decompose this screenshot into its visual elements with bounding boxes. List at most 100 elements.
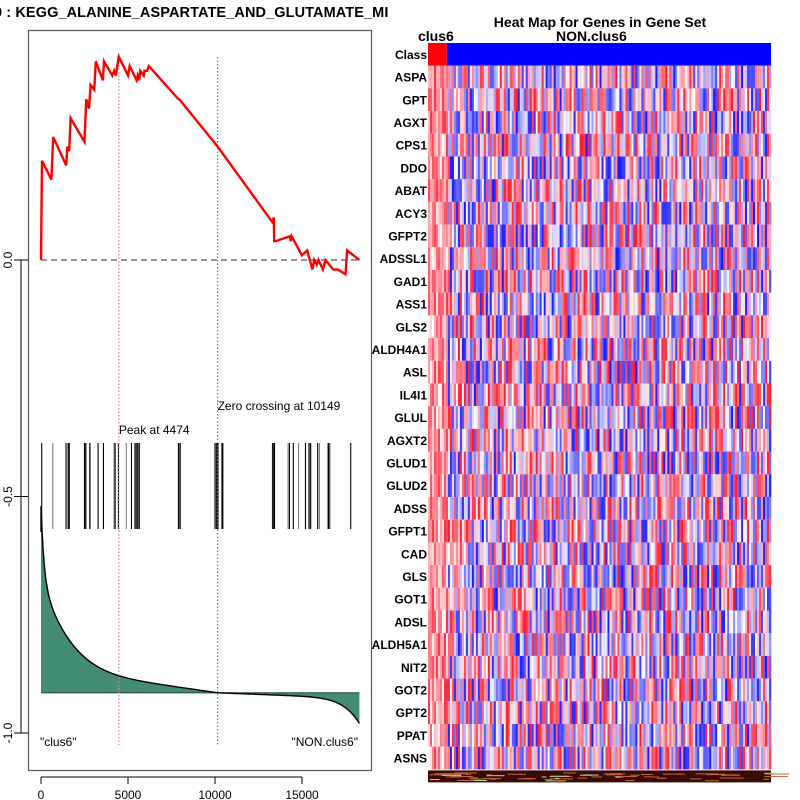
heatmap-cell xyxy=(719,156,722,180)
heatmap-cell xyxy=(585,383,588,407)
heatmap-cell xyxy=(471,179,475,202)
heatmap-cell xyxy=(497,292,501,316)
heatmap-cell xyxy=(607,201,610,225)
heatmap-cell xyxy=(507,292,511,316)
heatmap-cell xyxy=(539,315,542,339)
heatmap-cell xyxy=(697,270,700,293)
heatmap-cell xyxy=(577,519,580,543)
heatmap-cell xyxy=(593,65,596,89)
heatmap-cell xyxy=(428,88,431,112)
heatmap-cell xyxy=(428,224,431,248)
heatmap-cell xyxy=(637,406,640,429)
heatmap-cell xyxy=(457,201,461,225)
heatmap-cell xyxy=(709,587,712,611)
heatmap-row xyxy=(428,587,772,611)
heatmap-cell xyxy=(485,587,489,611)
heatmap-cell xyxy=(491,542,495,566)
heatmap-cell xyxy=(665,542,668,566)
pos-class-annotation: "clus6" xyxy=(40,735,77,749)
heatmap-cell xyxy=(461,655,465,679)
heatmap-cell xyxy=(587,497,590,520)
heatmap-cell xyxy=(503,633,507,656)
heatmap-cell xyxy=(693,270,696,293)
heatmap-cell xyxy=(769,338,772,361)
heatmap-cell xyxy=(761,565,764,588)
y-axis: 0.0-0.5-1.0 xyxy=(1,251,28,743)
heatmap-cell xyxy=(671,179,674,202)
heatmap-cell xyxy=(699,292,702,316)
heatmap-cell xyxy=(483,179,487,202)
heatmap-cell xyxy=(433,360,437,384)
heatmap-cell xyxy=(735,338,738,361)
heatmap-cell xyxy=(511,610,515,634)
heatmap-cell xyxy=(739,451,742,475)
heatmap-cell xyxy=(531,360,534,384)
heatmap-cell xyxy=(725,428,728,452)
heatmap-cell xyxy=(627,474,630,497)
heatmap-cell xyxy=(485,428,489,452)
heatmap-cell xyxy=(689,474,692,497)
heatmap-cell xyxy=(723,406,726,429)
heatmap-cell xyxy=(533,292,536,316)
heatmap-cell xyxy=(643,360,646,384)
heatmap-cell xyxy=(675,292,678,316)
heatmap-cell xyxy=(577,156,580,180)
heatmap-cell xyxy=(593,383,596,407)
heatmap-cell xyxy=(751,88,754,112)
heatmap-cell xyxy=(625,383,628,407)
heatmap-cell xyxy=(541,587,544,611)
heatmap-cell xyxy=(605,565,608,588)
heatmap-cell xyxy=(501,519,505,543)
heatmap-cell xyxy=(561,156,564,180)
heatmap-cell xyxy=(557,497,560,520)
heatmap-cell xyxy=(607,497,610,520)
heatmap-cell xyxy=(755,201,758,225)
heatmap-cell xyxy=(473,156,477,180)
heatmap-cell xyxy=(589,587,592,611)
heatmap-cell xyxy=(675,610,678,634)
heatmap-cell xyxy=(723,247,726,270)
heatmap-cell xyxy=(561,360,564,384)
heatmap-cell xyxy=(459,678,463,702)
heatmap-cell xyxy=(679,519,682,543)
heatmap-cell xyxy=(531,519,534,543)
heatmap-cell xyxy=(523,633,527,656)
heatmap-cell xyxy=(513,179,517,202)
heatmap-cell xyxy=(513,474,517,497)
heatmap-cell xyxy=(507,655,511,679)
heatmap-cell xyxy=(751,133,754,157)
heatmap-cell xyxy=(643,156,646,180)
heatmap-cell xyxy=(755,270,758,293)
heatmap-cell xyxy=(729,292,732,316)
heatmap-cell xyxy=(525,156,529,180)
heatmap-cell xyxy=(479,655,483,679)
heatmap-cell xyxy=(709,428,712,452)
heatmap-cell xyxy=(721,633,724,656)
heatmap-cell xyxy=(731,133,734,157)
heatmap-cell xyxy=(567,88,570,112)
heatmap-cell xyxy=(587,633,590,656)
heatmap-cell xyxy=(433,497,437,520)
heatmap-cell xyxy=(701,474,704,497)
heatmap-cell xyxy=(765,360,768,384)
heatmap-cell xyxy=(623,610,626,634)
heatmap-cell xyxy=(721,88,724,112)
heatmap-cell xyxy=(551,610,554,634)
heatmap-cell xyxy=(521,655,525,679)
metric-curve xyxy=(40,506,360,724)
heatmap-cell xyxy=(587,360,590,384)
heatmap-cell xyxy=(457,497,461,520)
heatmap-cell xyxy=(543,111,546,134)
heatmap-cell xyxy=(607,587,610,611)
heatmap-cell xyxy=(701,497,704,520)
heatmap-cell xyxy=(583,111,586,134)
heatmap-cell xyxy=(641,338,644,361)
heatmap-cell xyxy=(441,587,445,611)
heatmap-cell xyxy=(753,383,756,407)
heatmap-cell xyxy=(491,610,495,634)
heatmap-cell xyxy=(675,406,678,429)
heatmap-cell xyxy=(659,360,662,384)
heatmap-cell xyxy=(437,224,441,248)
heatmap-cell xyxy=(647,610,650,634)
heatmap-cell xyxy=(733,338,736,361)
